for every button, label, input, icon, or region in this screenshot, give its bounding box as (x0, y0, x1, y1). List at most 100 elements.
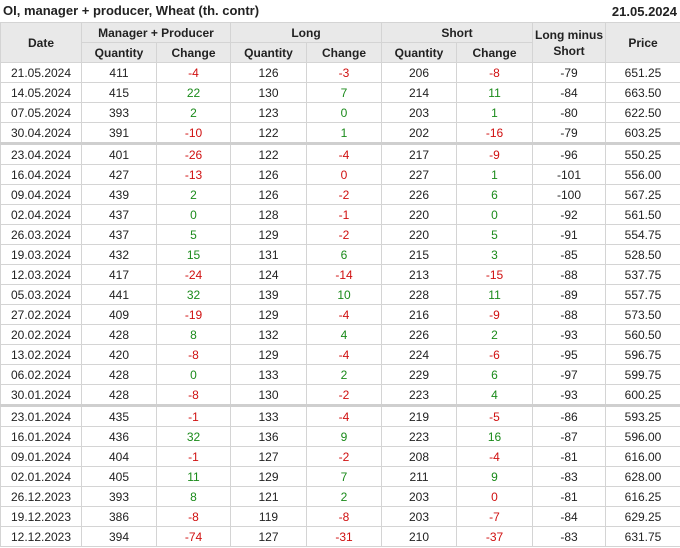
long-quantity-cell: 139 (230, 284, 307, 305)
mp-quantity-cell: 386 (81, 506, 157, 527)
mp-quantity-cell: 436 (81, 426, 157, 447)
price-cell: 616.00 (605, 446, 680, 467)
mp-quantity-cell: 420 (81, 344, 157, 365)
table-row: 09.04.2024 439 2 126 -2 226 6 -100 567.25 (0, 184, 680, 205)
price-cell: 600.25 (605, 384, 680, 406)
long-quantity-cell: 123 (230, 102, 307, 123)
short-quantity-cell: 220 (381, 204, 458, 225)
long-minus-short-cell: -81 (532, 446, 607, 467)
short-change-cell: 4 (456, 384, 534, 406)
date-cell: 27.02.2024 (0, 304, 82, 325)
short-change-cell: -15 (456, 264, 534, 285)
mp-quantity-cell: 393 (81, 102, 157, 123)
long-quantity-cell: 121 (230, 486, 307, 507)
price-cell: 557.75 (605, 284, 680, 305)
short-quantity-cell: 202 (381, 122, 458, 144)
short-change-cell: -4 (456, 446, 534, 467)
date-cell: 21.05.2024 (0, 62, 82, 83)
long-minus-short-cell: -91 (532, 224, 607, 245)
header-short-change: Change (456, 42, 534, 63)
short-change-cell: 6 (456, 184, 534, 205)
date-cell: 06.02.2024 (0, 364, 82, 385)
header-long-change: Change (305, 42, 383, 63)
short-quantity-cell: 224 (381, 344, 458, 365)
short-quantity-cell: 213 (381, 264, 458, 285)
short-change-cell: -6 (456, 344, 534, 365)
long-quantity-cell: 122 (230, 142, 307, 165)
mp-quantity-cell: 428 (81, 384, 157, 406)
short-quantity-cell: 211 (381, 466, 458, 487)
table-row: 21.05.2024 411 -4 126 -3 206 -8 -79 651.25 (0, 62, 680, 83)
mp-quantity-cell: 401 (81, 142, 157, 165)
header-manager-producer: Manager + Producer (81, 22, 231, 43)
header-long: Long (229, 22, 383, 43)
short-quantity-cell: 226 (381, 324, 458, 345)
price-cell: 663.50 (605, 82, 680, 103)
date-cell: 23.01.2024 (0, 404, 82, 427)
short-quantity-cell: 223 (381, 426, 458, 447)
short-change-cell: 1 (456, 164, 534, 185)
short-change-cell: 0 (456, 204, 534, 225)
long-minus-short-cell: -89 (532, 284, 607, 305)
table-row: 19.12.2023 386 -8 119 -8 203 -7 -84 629.25 (0, 506, 680, 527)
page-title: OI, manager + producer, Wheat (th. contr… (3, 3, 260, 18)
table-row: 19.03.2024 432 15 131 6 215 3 -85 528.50 (0, 244, 680, 265)
date-cell: 09.01.2024 (0, 446, 82, 467)
mp-change-cell: -13 (156, 164, 231, 185)
long-minus-short-cell: -100 (532, 184, 607, 205)
mp-change-cell: -4 (156, 62, 231, 83)
date-cell: 12.12.2023 (0, 526, 82, 547)
oi-table: Date Manager + Producer Long Short Long … (0, 22, 680, 547)
short-change-cell: 9 (456, 466, 534, 487)
mp-change-cell: -1 (156, 446, 231, 467)
short-quantity-cell: 214 (381, 82, 458, 103)
long-minus-short-cell: -101 (532, 164, 607, 185)
date-cell: 16.01.2024 (0, 426, 82, 447)
mp-quantity-cell: 428 (81, 324, 157, 345)
table-row: 16.04.2024 427 -13 126 0 227 1 -101 556.00 (0, 164, 680, 185)
long-minus-short-cell: -97 (532, 364, 607, 385)
long-minus-short-cell: -79 (532, 122, 607, 144)
table-row: 30.04.2024 391 -10 122 1 202 -16 -79 603.25 (0, 122, 680, 144)
table-row: 12.03.2024 417 -24 124 -14 213 -15 -88 537.75 (0, 264, 680, 285)
long-change-cell: 2 (305, 486, 383, 507)
long-quantity-cell: 119 (230, 506, 307, 527)
long-change-cell: 4 (305, 324, 383, 345)
long-change-cell: -4 (305, 344, 383, 365)
price-cell: 622.50 (605, 102, 680, 123)
table-row: 06.02.2024 428 0 133 2 229 6 -97 599.75 (0, 364, 680, 385)
long-quantity-cell: 128 (230, 204, 307, 225)
price-cell: 560.50 (605, 324, 680, 345)
table-row: 26.03.2024 437 5 129 -2 220 5 -91 554.75 (0, 224, 680, 245)
long-minus-short-cell: -84 (532, 82, 607, 103)
price-cell: 554.75 (605, 224, 680, 245)
title-bar: OI, manager + producer, Wheat (th. contr… (0, 0, 680, 22)
header-date: Date (0, 22, 82, 63)
table-row: 14.05.2024 415 22 130 7 214 11 -84 663.50 (0, 82, 680, 103)
header-short: Short (381, 22, 534, 43)
price-cell: 599.75 (605, 364, 680, 385)
long-quantity-cell: 126 (230, 184, 307, 205)
date-cell: 23.04.2024 (0, 142, 82, 165)
price-cell: 631.75 (605, 526, 680, 547)
header-long-quantity: Quantity (230, 42, 307, 63)
mp-quantity-cell: 394 (81, 526, 157, 547)
short-quantity-cell: 216 (381, 304, 458, 325)
table-row: 30.01.2024 428 -8 130 -2 223 4 -93 600.25 (0, 384, 680, 406)
long-change-cell: 0 (305, 164, 383, 185)
short-quantity-cell: 219 (381, 404, 458, 427)
date-cell: 13.02.2024 (0, 344, 82, 365)
long-change-cell: -2 (305, 446, 383, 467)
short-change-cell: 11 (456, 82, 534, 103)
short-change-cell: -9 (456, 142, 534, 165)
short-quantity-cell: 229 (381, 364, 458, 385)
long-minus-short-cell: -79 (532, 62, 607, 83)
long-minus-short-cell: -88 (532, 264, 607, 285)
short-change-cell: -5 (456, 404, 534, 427)
mp-change-cell: 22 (156, 82, 231, 103)
short-quantity-cell: 203 (381, 102, 458, 123)
table-row: 13.02.2024 420 -8 129 -4 224 -6 -95 596.75 (0, 344, 680, 365)
long-quantity-cell: 129 (230, 304, 307, 325)
price-cell: 651.25 (605, 62, 680, 83)
mp-change-cell: -19 (156, 304, 231, 325)
